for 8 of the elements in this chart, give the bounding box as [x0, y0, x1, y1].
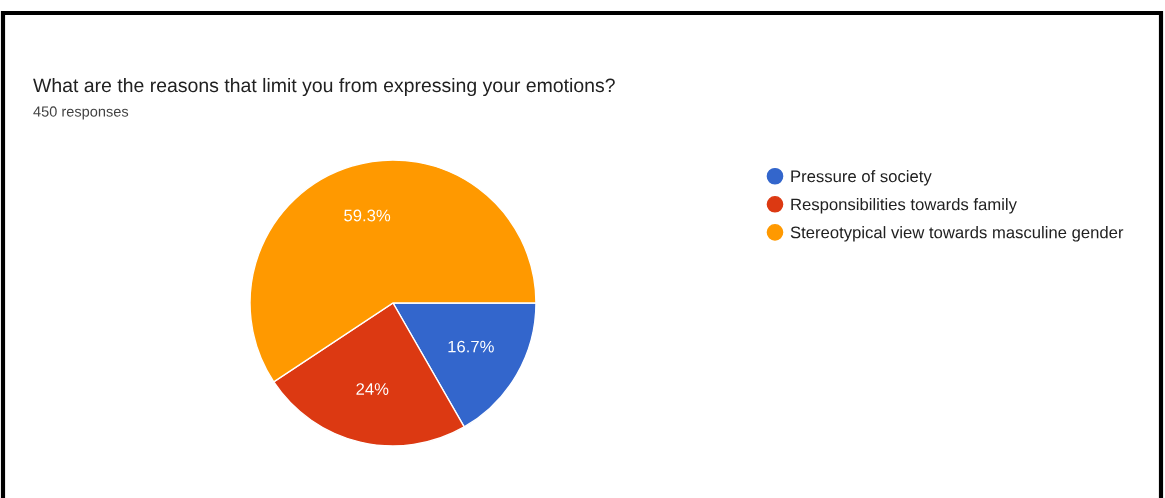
data-label: 59.3%	[344, 209, 391, 222]
chart-title: What are the reasons that limit you from expressing your emotions?	[33, 77, 615, 97]
legend-label: Stereotypical view towards masculine gender	[790, 226, 1124, 242]
legend-label: Responsibilities towards family	[791, 198, 1017, 214]
data-label: 24%	[356, 383, 389, 395]
text: 450 responses	[33, 106, 129, 120]
data-label: 16.7%	[448, 340, 494, 353]
legend-label: Pressure of society	[791, 170, 932, 186]
